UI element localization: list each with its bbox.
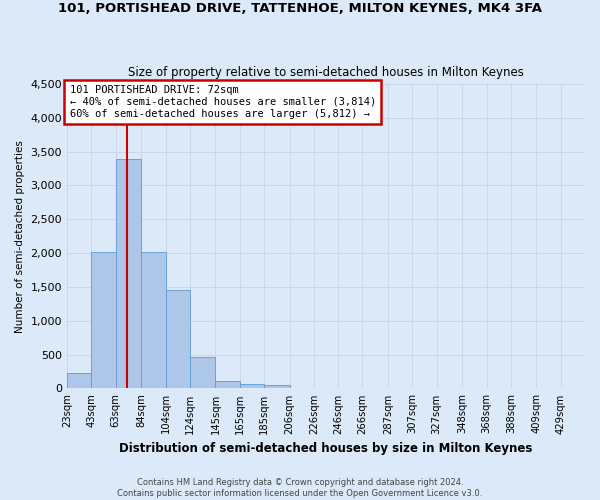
Bar: [190, 356, 215, 388]
Bar: [91, 252, 116, 388]
Bar: [166, 290, 190, 388]
Bar: [239, 384, 264, 388]
Text: Contains HM Land Registry data © Crown copyright and database right 2024.
Contai: Contains HM Land Registry data © Crown c…: [118, 478, 482, 498]
Bar: [215, 382, 239, 388]
Bar: [141, 252, 166, 388]
Bar: [116, 159, 141, 388]
Title: Size of property relative to semi-detached houses in Milton Keynes: Size of property relative to semi-detach…: [128, 66, 524, 78]
Y-axis label: Number of semi-detached properties: Number of semi-detached properties: [15, 140, 25, 332]
Bar: [67, 373, 91, 388]
Bar: [264, 385, 290, 388]
Text: 101, PORTISHEAD DRIVE, TATTENHOE, MILTON KEYNES, MK4 3FA: 101, PORTISHEAD DRIVE, TATTENHOE, MILTON…: [58, 2, 542, 16]
Text: 101 PORTISHEAD DRIVE: 72sqm
← 40% of semi-detached houses are smaller (3,814)
60: 101 PORTISHEAD DRIVE: 72sqm ← 40% of sem…: [70, 86, 376, 118]
X-axis label: Distribution of semi-detached houses by size in Milton Keynes: Distribution of semi-detached houses by …: [119, 442, 533, 455]
